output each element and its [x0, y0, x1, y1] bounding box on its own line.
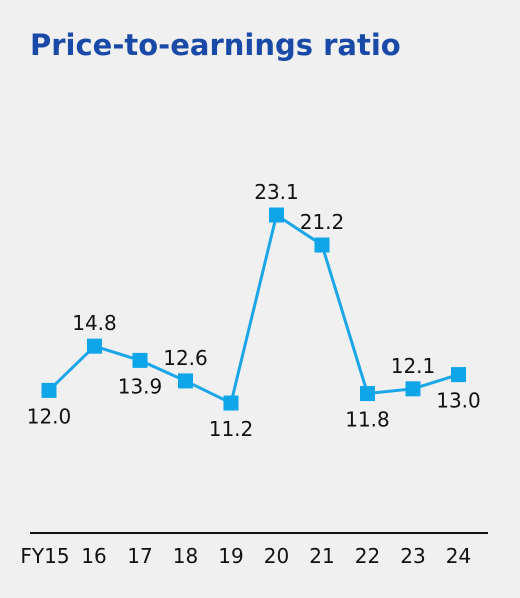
series-line [47, 213, 459, 405]
x-tick-label: FY15 [20, 544, 69, 568]
data-labels-group: 12.0 14.8 13.912.6 11.2 23.121.2 11.8 12.113.0 [27, 180, 481, 441]
data-label: 12.6 [163, 346, 208, 370]
x-tick-label: 21 [309, 544, 334, 568]
chart-title: Price-to-earnings ratio [30, 28, 401, 62]
series-group [41, 207, 466, 411]
x-tick-label: 16 [81, 544, 106, 568]
data-point-marker [87, 338, 102, 354]
x-tick-label: 23 [400, 544, 425, 568]
data-label: 11.8 [345, 408, 390, 432]
data-label: 12.1 [391, 354, 436, 378]
data-label: 21.2 [300, 210, 345, 234]
data-label: 12.0 [27, 404, 72, 428]
data-label: 13.9 [118, 374, 163, 398]
x-tick-label: 17 [127, 544, 152, 568]
x-tick-label: 18 [173, 544, 198, 568]
x-tick-label: 24 [446, 544, 471, 568]
data-point-marker [360, 386, 375, 402]
x-tick-label: 19 [218, 544, 243, 568]
data-point-marker [269, 207, 284, 223]
data-point-marker [132, 352, 148, 368]
data-point-marker [41, 382, 57, 398]
data-point-marker [223, 395, 239, 411]
data-label: 11.2 [209, 417, 254, 441]
data-label: 13.0 [436, 389, 481, 413]
data-point-marker [405, 381, 421, 397]
data-point-marker [451, 367, 466, 383]
data-point-marker [178, 373, 193, 389]
data-label: 14.8 [72, 311, 117, 335]
x-tick-label: 22 [355, 544, 380, 568]
data-point-marker [314, 237, 330, 253]
x-ticks-group: FY15 16 17 18 19 20 21 22 23 24 [20, 544, 471, 568]
data-label: 23.1 [254, 180, 299, 204]
x-tick-label: 20 [264, 544, 289, 568]
